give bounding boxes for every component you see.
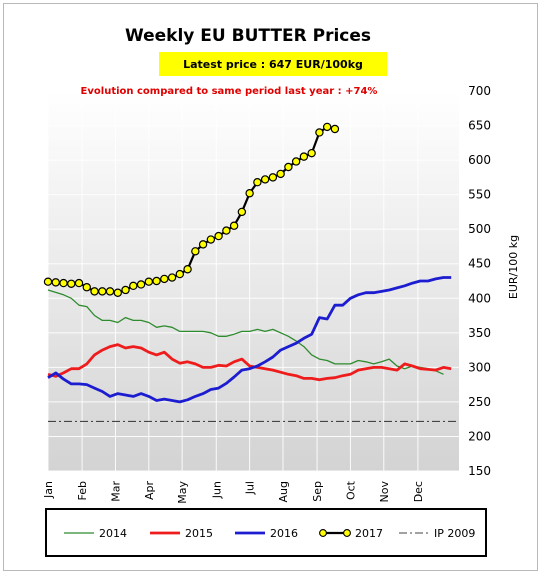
series-point-2017 [67,279,76,288]
y-tick-label: 600 [468,153,491,167]
y-tick-label: 450 [468,257,491,271]
series-point-2017 [175,269,185,279]
y-tick-label: 350 [468,326,491,340]
series-point-2017 [183,265,192,274]
series-point-2017 [253,177,262,187]
series-line-2016 [47,276,452,404]
x-tick-label: Jul [244,481,257,495]
series-point-2017 [51,278,60,287]
series-point-2017 [237,207,247,217]
series-point-2017 [214,231,223,241]
series-point-2017 [167,273,177,282]
x-tick-label: Sep [311,481,324,502]
series-point-2017 [152,276,161,286]
legend-label: 2015 [185,527,213,540]
series-point-2017 [136,280,146,289]
legend-label: 2016 [270,527,298,540]
series-point-2017 [90,287,99,296]
legend-label: 2014 [99,527,127,540]
x-tick-label: May [176,481,189,504]
x-tick-label: Jun [210,481,223,499]
x-axis-ticks: Jan Feb Mar Apr May Jun Jul Aug Sep Oct Nov Dec [42,480,425,503]
x-tick-label: Oct [344,480,357,500]
x-tick-label: Dec [412,481,425,502]
x-tick-label: Jan [42,481,55,499]
legend-label: IP 2009 [434,527,475,540]
series-point-2017 [113,288,122,297]
series-line-2014 [47,289,444,375]
series-line-2015 [47,343,452,382]
legend: 2014 2015 2016 2017 IP 2009 [64,527,475,540]
y-tick-label: 150 [468,464,491,478]
series-point-2017 [198,240,208,249]
series-point-2017 [59,278,68,288]
series-point-2017 [222,226,231,235]
y-axis-ticks: 150 200 250 300 350 400 450 500 550 600 650 700 [468,84,491,478]
series-point-2017 [98,287,107,296]
series-point-2017 [299,152,309,161]
y-axis-label: EUR/100 kg [507,235,520,299]
y-tick-label: 550 [468,188,491,202]
series-point-2017 [160,274,169,284]
y-tick-label: 200 [468,429,491,443]
latest-price-box [159,52,387,76]
series-point-2017 [284,162,293,172]
series-point-2017 [307,148,316,158]
series-point-2017 [191,247,200,256]
y-tick-label: 300 [468,360,491,374]
series-point-2017 [260,175,270,184]
x-tick-label: Aug [277,481,290,502]
series-layer [43,122,459,422]
series-point-2017 [121,285,130,295]
series-point-2017 [229,221,239,230]
y-tick-label: 500 [468,222,491,236]
series-point-2017 [315,128,324,137]
series-point-2017 [74,278,84,288]
series-point-2017 [322,122,332,132]
series-point-2017 [144,277,154,286]
legend-label: 2017 [355,527,383,540]
series-point-2017 [268,173,278,182]
legend-box [45,508,487,557]
series-point-2017 [105,287,115,296]
chart-title: Weekly EU BUTTER Prices [125,26,371,46]
x-tick-label: Feb [76,481,89,500]
y-tick-label: 700 [468,84,491,98]
series-point-2017 [330,124,340,134]
grid-lines [47,90,459,472]
series-point-2017 [43,277,53,286]
x-tick-label: Mar [109,481,122,502]
y-tick-label: 400 [468,291,491,305]
y-tick-label: 250 [468,395,491,409]
series-point-2017 [276,169,285,179]
series-point-2017 [82,283,91,292]
legend-marker [319,529,327,537]
legend-marker [343,529,351,537]
chart-frame: Weekly EU BUTTER Prices Latest price : 6… [3,3,538,571]
y-tick-label: 650 [468,119,491,133]
series-point-2017 [206,235,216,244]
plot-area [48,91,459,471]
x-tick-label: Nov [378,481,391,503]
x-tick-label: Apr [143,481,156,501]
series-point-2017 [129,281,138,291]
evolution-text: Evolution compared to same period last y… [81,86,378,97]
series-point-2017 [245,189,254,198]
series-point-2017 [291,157,301,166]
latest-price-text: Latest price : 647 EUR/100kg [183,58,363,71]
chart-canvas: Weekly EU BUTTER Prices Latest price : 6… [42,26,520,557]
